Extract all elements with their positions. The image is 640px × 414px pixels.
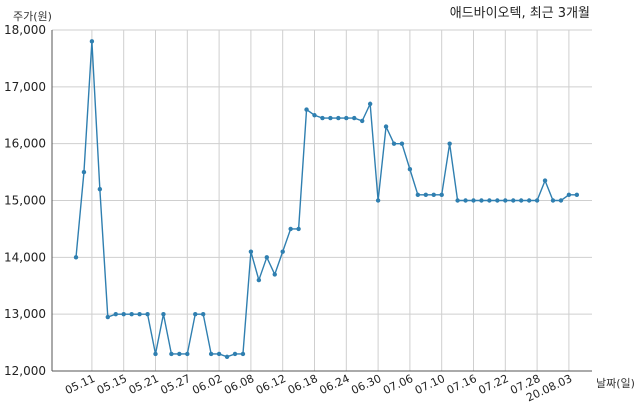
x-tick-label: 07.10 (413, 372, 447, 397)
price-point (383, 124, 389, 129)
x-tick-label: 05.27 (159, 372, 193, 397)
price-point (89, 39, 95, 44)
price-point (526, 198, 532, 203)
price-point (296, 226, 301, 232)
price-point (463, 198, 468, 203)
price-point (121, 311, 126, 317)
price-point (352, 115, 357, 121)
price-point (248, 249, 254, 254)
x-tick-label: 06.18 (286, 372, 320, 397)
price-point (542, 178, 548, 183)
price-point (566, 192, 572, 198)
price-point (312, 113, 317, 118)
y-tick-label: 12,000 (4, 364, 46, 378)
price-point (574, 192, 580, 198)
price-point (185, 351, 190, 357)
x-tick-label: 06.08 (222, 372, 256, 397)
price-point (503, 198, 508, 203)
price-point (360, 118, 365, 124)
price-point (367, 101, 373, 107)
price-series-line (75, 41, 577, 358)
price-point (447, 141, 452, 146)
price-point (519, 198, 524, 203)
x-tick-label: 07.16 (445, 372, 479, 397)
price-point (105, 314, 111, 320)
price-point (216, 351, 222, 357)
price-point (328, 115, 333, 121)
price-point (471, 198, 476, 203)
price-point (137, 311, 142, 317)
price-point (240, 351, 246, 357)
price-point (201, 311, 206, 317)
y-tick-label: 16,000 (4, 137, 46, 151)
price-point (304, 107, 309, 112)
price-point (177, 351, 182, 357)
price-point (487, 198, 492, 203)
price-point (391, 141, 397, 146)
price-point (280, 249, 285, 254)
price-point (558, 198, 564, 203)
grid-lines (52, 29, 592, 372)
price-point (97, 186, 103, 192)
price-point (224, 354, 230, 359)
price-point (264, 255, 269, 260)
price-point (407, 167, 413, 172)
price-point (320, 115, 325, 121)
price-point (161, 311, 166, 317)
price-point (479, 198, 484, 203)
price-point (423, 192, 428, 198)
x-axis-label: 날짜(일) (596, 376, 635, 390)
price-point (375, 198, 381, 203)
price-point (415, 192, 421, 198)
x-tick-label: 07.06 (381, 372, 415, 397)
price-point (81, 169, 87, 175)
y-tick-label: 14,000 (4, 250, 46, 264)
x-tick-label: 06.30 (349, 372, 383, 397)
chart-title: 애드바이오텍, 최근 3개월 (450, 6, 590, 21)
x-tick-label: 06.12 (254, 372, 288, 397)
y-tick-label: 17,000 (4, 80, 46, 94)
price-point (272, 272, 277, 277)
price-point (550, 198, 556, 203)
y-tick-labels: 12,000 13,000 14,000 15,000 16,000 17,000 18,0… (4, 23, 46, 378)
price-point (288, 226, 293, 232)
x-tick-label: 05.15 (95, 372, 129, 397)
x-tick-label: 06.02 (190, 372, 224, 397)
x-tick-label: 07.22 (477, 372, 511, 397)
price-point (169, 351, 174, 357)
y-tick-label: 18,000 (4, 23, 46, 37)
x-tick-label: 06.24 (318, 372, 352, 397)
x-tick-label: 05.11 (63, 372, 97, 397)
y-axis-label: 주가(원) (13, 10, 52, 23)
price-point (73, 255, 79, 260)
price-point (344, 115, 349, 121)
price-point (129, 311, 134, 317)
price-point (232, 351, 238, 357)
price-point (495, 198, 500, 203)
y-tick-label: 15,000 (4, 194, 46, 208)
axes (51, 30, 592, 372)
price-point (534, 198, 540, 203)
price-point (113, 311, 118, 317)
x-tick-label: 05.21 (127, 372, 161, 397)
price-point (431, 192, 436, 198)
price-point (256, 277, 262, 283)
price-point (439, 192, 444, 198)
price-point (511, 198, 516, 203)
price-point (336, 115, 341, 121)
price-point (193, 311, 198, 317)
x-tick-labels: 05.1105.1505.2105.2706.0206.0806.1206.18… (63, 372, 574, 404)
price-point (145, 311, 150, 317)
price-point (153, 351, 158, 357)
price-point (455, 198, 460, 203)
y-tick-label: 13,000 (4, 307, 46, 321)
price-point (399, 141, 405, 146)
price-point (208, 351, 214, 357)
price-points (73, 39, 580, 359)
